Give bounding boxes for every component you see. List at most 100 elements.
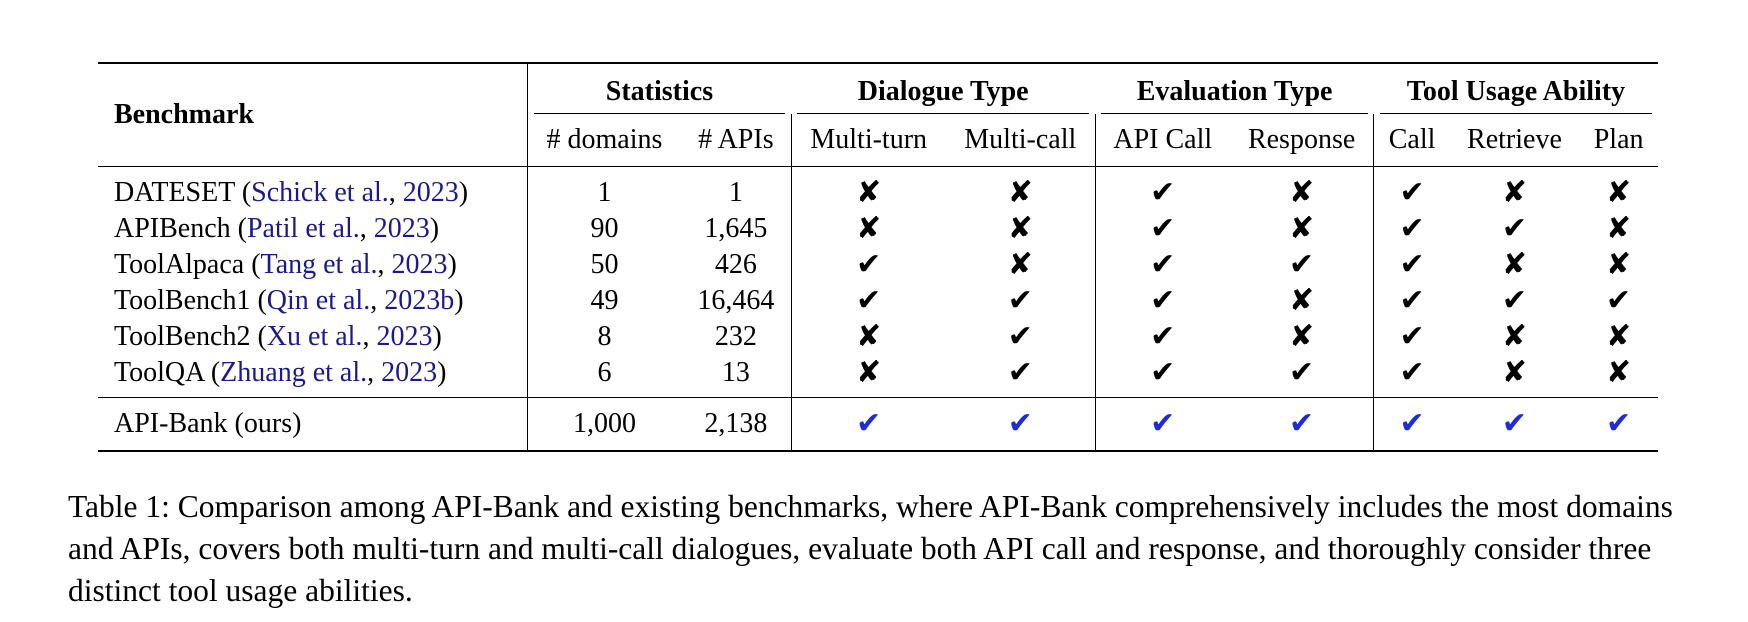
- apis-cell: 1,645: [704, 213, 768, 244]
- benchmark-name-cell: APIBench (Patil et al., 2023): [114, 213, 440, 244]
- col-header-domains: # domains: [526, 114, 682, 167]
- domains-cell: 50: [526, 247, 682, 283]
- apis-cell: 2,138: [704, 408, 768, 439]
- multi-call-mark: ✘: [1007, 175, 1033, 210]
- multi-call-mark: ✔: [1007, 319, 1033, 354]
- multi-turn-mark: ✘: [790, 211, 946, 247]
- group-header-tool-usage-ability: Tool Usage Ability: [1374, 63, 1658, 114]
- multi-call-mark: ✔: [1007, 283, 1033, 318]
- retrieve-mark: ✘: [1501, 355, 1528, 390]
- multi-call-mark: ✔: [1007, 406, 1033, 441]
- response-mark: ✘: [1289, 283, 1315, 318]
- group-header-dialogue-type: Dialogue Type: [791, 63, 1095, 114]
- comparison-table: Benchmark Statistics Dialogue Type Evalu…: [98, 62, 1658, 452]
- citation-year-link[interactable]: 2023: [402, 177, 459, 208]
- table-row: APIBench (Patil et al., 2023) 90 1,645 ✘…: [98, 211, 1658, 247]
- col-header-multi-turn: Multi-turn: [790, 114, 946, 167]
- domains-cell: 1,000: [526, 397, 682, 451]
- response-mark: ✔: [1289, 406, 1315, 441]
- benchmark-name-cell: DATESET (Schick et al., 2023): [114, 177, 469, 208]
- benchmark-header: Benchmark: [114, 99, 254, 130]
- domains-cell: 8: [526, 319, 682, 355]
- table-row: ToolAlpaca (Tang et al., 2023) 50 426 ✔ …: [98, 247, 1658, 283]
- ours-row: API-Bank (ours) 1,000 2,138 ✔ ✔ ✔ ✔ ✔ ✔ …: [98, 397, 1658, 451]
- api-call-mark: ✔: [1094, 211, 1230, 247]
- col-header-response: Response: [1247, 124, 1356, 155]
- apis-cell: 16,464: [697, 285, 775, 316]
- col-header-retrieve: Retrieve: [1467, 124, 1562, 155]
- retrieve-mark: ✘: [1501, 319, 1528, 354]
- col-header-multi-call: Multi-call: [964, 124, 1077, 155]
- retrieve-mark: ✔: [1501, 211, 1528, 246]
- multi-call-mark: ✘: [1007, 247, 1033, 282]
- api-call-mark: ✔: [1094, 355, 1230, 398]
- response-mark: ✘: [1289, 211, 1315, 246]
- citation-year-link[interactable]: 2023: [391, 249, 448, 280]
- response-mark: ✔: [1289, 355, 1315, 390]
- citation-link[interactable]: Patil et al.: [246, 213, 360, 244]
- domains-cell: 1: [526, 166, 682, 211]
- multi-call-mark: ✔: [1007, 355, 1033, 390]
- group-header-evaluation-type: Evaluation Type: [1095, 63, 1374, 114]
- citation-year-link[interactable]: 2023: [373, 213, 430, 244]
- plan-mark: ✘: [1606, 211, 1632, 246]
- response-mark: ✘: [1289, 319, 1315, 354]
- citation-link[interactable]: Xu et al.: [266, 321, 363, 352]
- api-call-mark: ✔: [1094, 397, 1230, 451]
- retrieve-mark: ✘: [1501, 247, 1528, 282]
- col-header-apis: # APIs: [698, 124, 774, 155]
- call-mark: ✔: [1373, 247, 1450, 283]
- plan-mark: ✔: [1606, 406, 1632, 441]
- domains-cell: 6: [526, 355, 682, 398]
- multi-call-mark: ✘: [1007, 211, 1033, 246]
- call-mark: ✔: [1373, 319, 1450, 355]
- table-caption: Table 1: Comparison among API-Bank and e…: [68, 489, 1673, 608]
- citation-link[interactable]: Qin et al.: [266, 285, 371, 316]
- citation-year-link[interactable]: 2023b: [384, 285, 455, 316]
- retrieve-mark: ✔: [1501, 283, 1528, 318]
- apis-cell: 232: [714, 321, 757, 352]
- domains-cell: 90: [526, 211, 682, 247]
- call-mark: ✔: [1373, 355, 1450, 398]
- col-header-plan: Plan: [1593, 124, 1644, 155]
- benchmark-name-cell: API-Bank (ours): [114, 408, 302, 439]
- call-mark: ✔: [1373, 166, 1450, 211]
- api-call-mark: ✔: [1094, 283, 1230, 319]
- col-header-api-call: API Call: [1094, 114, 1230, 167]
- table-row: ToolQA (Zhuang et al., 2023) 6 13 ✘ ✔ ✔ …: [98, 355, 1658, 398]
- multi-turn-mark: ✘: [790, 319, 946, 355]
- citation-year-link[interactable]: 2023: [381, 357, 438, 388]
- plan-mark: ✔: [1606, 283, 1632, 318]
- domains-cell: 49: [526, 283, 682, 319]
- multi-turn-mark: ✘: [790, 355, 946, 398]
- col-header-call: Call: [1373, 114, 1450, 167]
- benchmark-name-cell: ToolBench2 (Xu et al., 2023): [114, 321, 442, 352]
- retrieve-mark: ✔: [1501, 406, 1528, 441]
- api-call-mark: ✔: [1094, 166, 1230, 211]
- group-header-statistics: Statistics: [526, 63, 792, 114]
- multi-turn-mark: ✘: [790, 166, 946, 211]
- call-mark: ✔: [1373, 211, 1450, 247]
- retrieve-mark: ✘: [1501, 175, 1528, 210]
- table-row: DATESET (Schick et al., 2023) 1 1 ✘ ✘ ✔ …: [98, 166, 1658, 211]
- multi-turn-mark: ✔: [790, 283, 946, 319]
- apis-cell: 426: [714, 249, 757, 280]
- plan-mark: ✘: [1606, 319, 1632, 354]
- benchmark-name-cell: ToolBench1 (Qin et al., 2023b): [114, 285, 464, 316]
- apis-cell: 13: [721, 357, 750, 388]
- multi-turn-mark: ✔: [790, 397, 946, 451]
- multi-turn-mark: ✔: [790, 247, 946, 283]
- apis-cell: 1: [728, 177, 743, 208]
- benchmark-name-cell: ToolAlpaca (Tang et al., 2023): [114, 249, 457, 280]
- response-mark: ✘: [1289, 175, 1315, 210]
- benchmark-name-cell: ToolQA (Zhuang et al., 2023): [114, 357, 447, 388]
- call-mark: ✔: [1373, 283, 1450, 319]
- citation-link[interactable]: Zhuang et al.: [220, 357, 368, 388]
- plan-mark: ✘: [1606, 175, 1632, 210]
- plan-mark: ✘: [1606, 247, 1632, 282]
- citation-link[interactable]: Schick et al.: [251, 177, 389, 208]
- citation-link[interactable]: Tang et al.: [260, 249, 378, 280]
- citation-year-link[interactable]: 2023: [376, 321, 433, 352]
- plan-mark: ✘: [1606, 355, 1632, 390]
- call-mark: ✔: [1373, 397, 1450, 451]
